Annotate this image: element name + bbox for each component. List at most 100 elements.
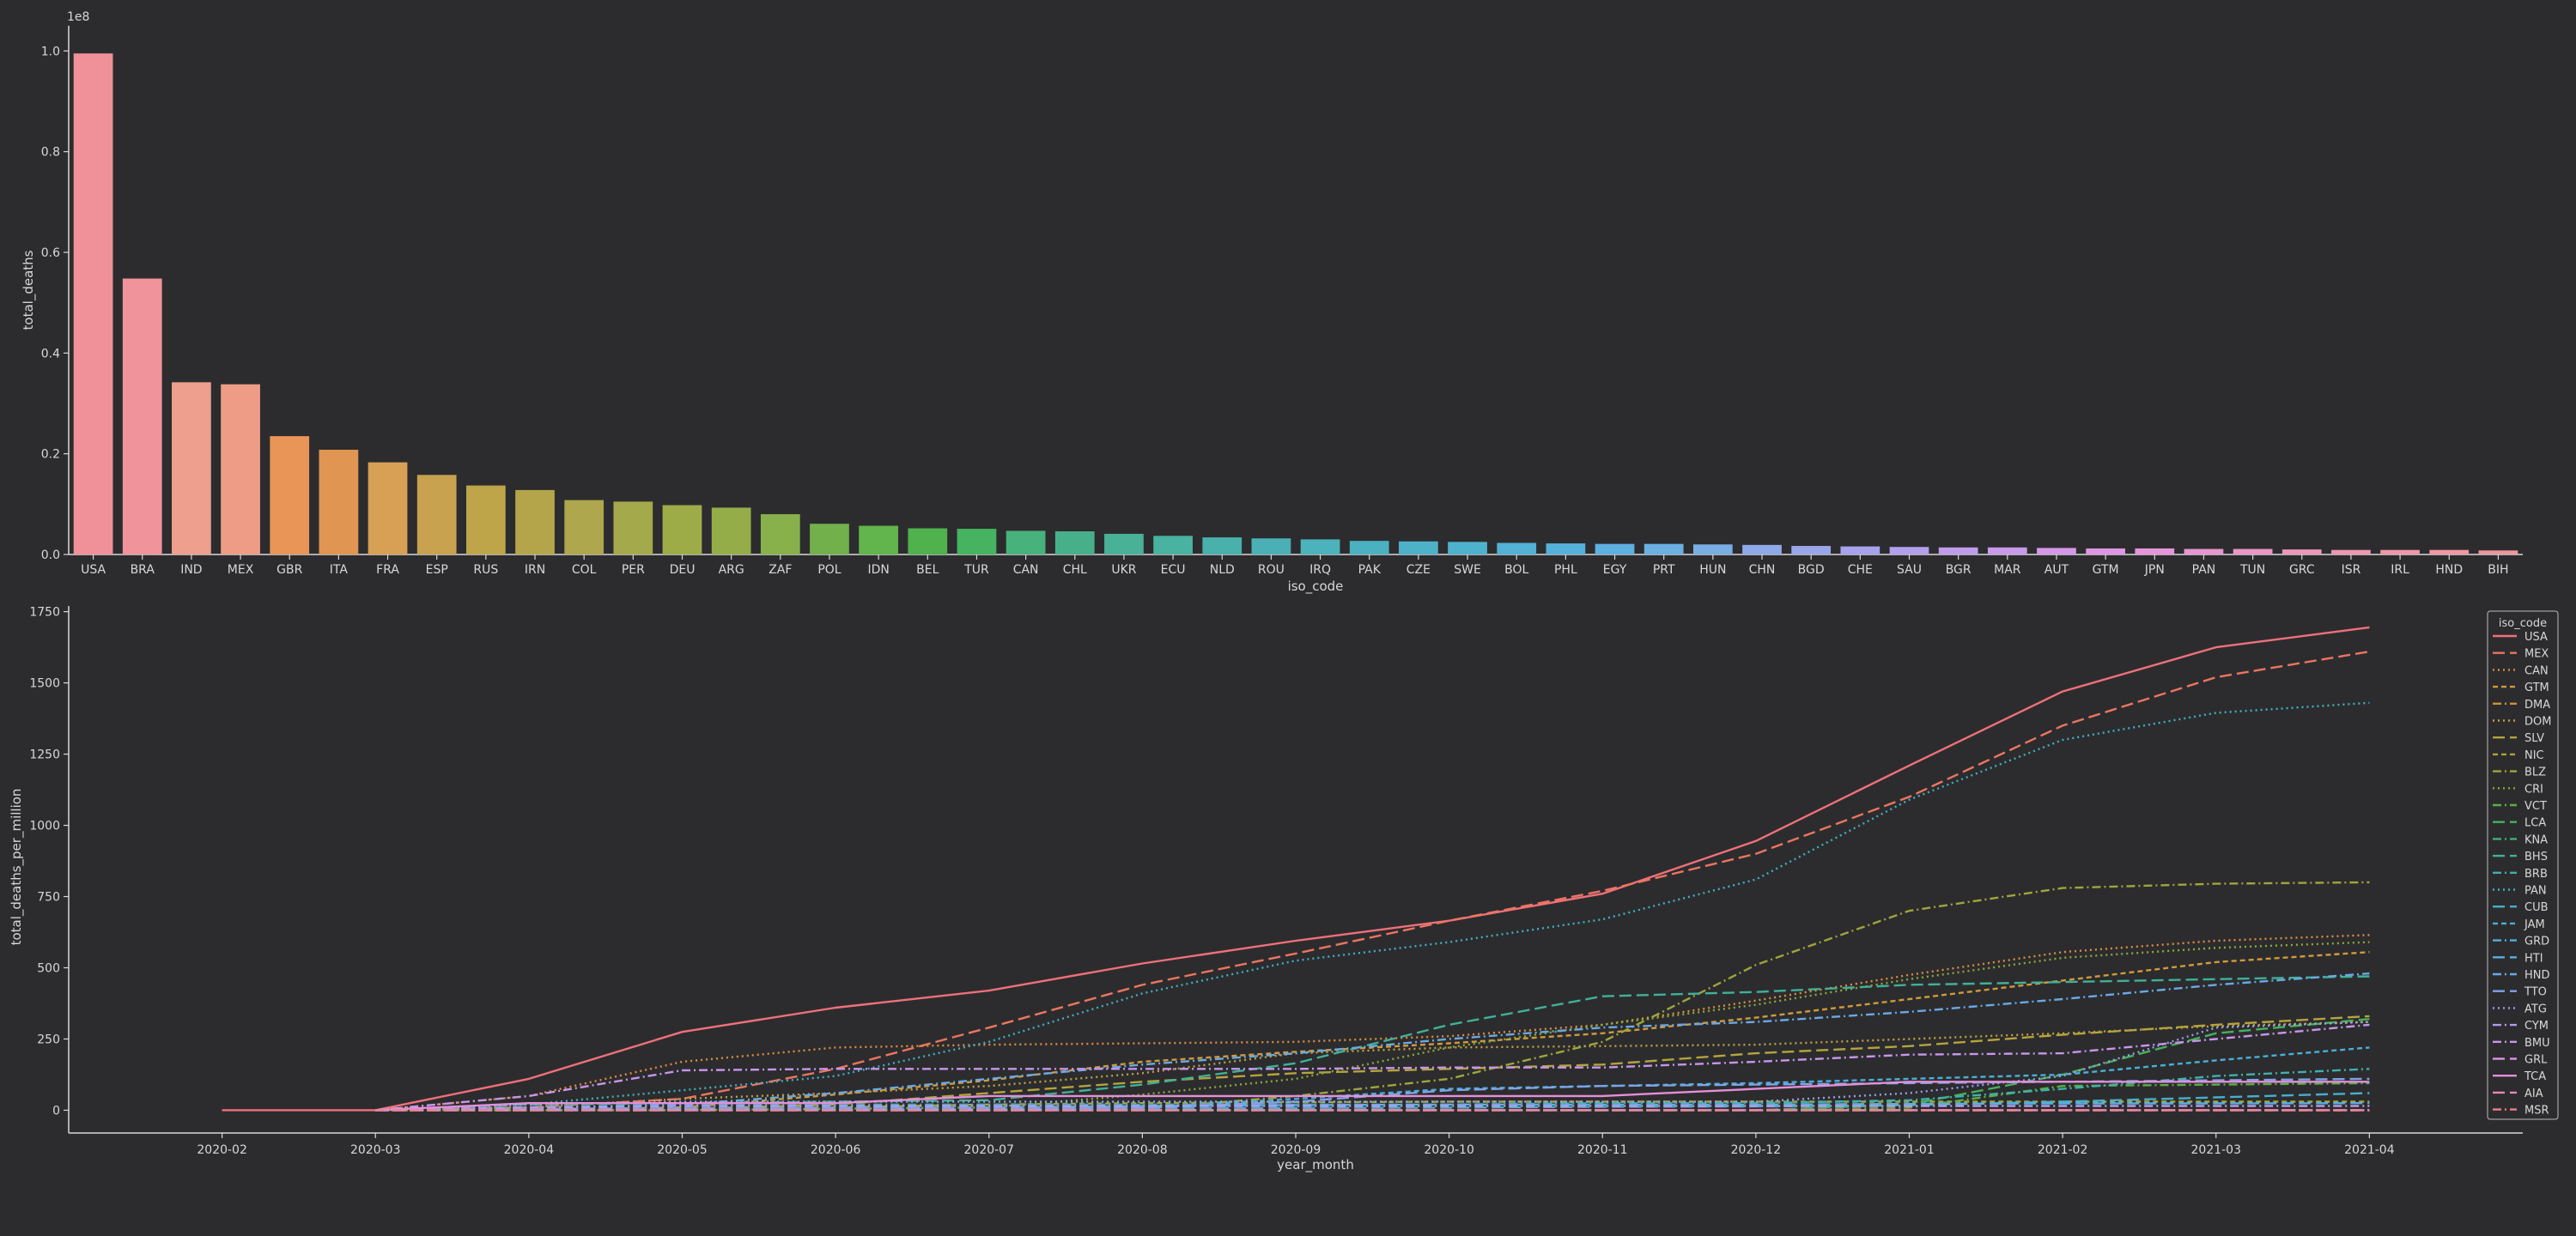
legend-label-TTO: TTO <box>2524 986 2547 999</box>
legend-label-GTM: GTM <box>2524 682 2549 694</box>
line-y-tick-label: 1750 <box>29 606 60 620</box>
legend-label-NIC: NIC <box>2524 749 2544 762</box>
bar-BIH <box>2478 550 2518 554</box>
bar-USA <box>73 53 113 555</box>
bar-x-tick-label: FRA <box>376 563 399 577</box>
line-y-tick-label: 250 <box>37 1033 60 1046</box>
line-x-tick-label: 2020-04 <box>504 1143 555 1157</box>
legend-label-BHS: BHS <box>2524 851 2548 863</box>
series-line-TCA <box>375 1081 2370 1112</box>
bar-MAR <box>1987 547 2027 554</box>
bar-x-tick-label: RUS <box>473 563 498 577</box>
bar-PRT <box>1643 543 1684 554</box>
line-y-tick-label: 750 <box>37 891 60 905</box>
legend-label-CYM: CYM <box>2524 1020 2549 1033</box>
bar-y-offset-text: 1e8 <box>67 10 89 24</box>
bar-RUS <box>465 485 506 554</box>
bar-x-tick-label: BOL <box>1504 563 1528 577</box>
bar-x-tick-label: SWE <box>1454 563 1481 577</box>
bar-x-tick-label: MEX <box>228 563 254 577</box>
bar-y-tick-label: 0.2 <box>41 448 60 462</box>
bar-x-tick-label: PAN <box>2192 563 2216 577</box>
bar-JPN <box>2135 548 2175 554</box>
legend-items: USA MEX CAN GTM DMA DOM SLV NIC BLZ CRI VCT LCA KNA B… <box>2493 631 2551 1118</box>
bar-IRL <box>2380 549 2420 554</box>
bar-y-tick-label: 1.0 <box>41 45 60 58</box>
bar-x-tick-label: BEL <box>916 563 939 577</box>
line-x-tick-label: 2021-04 <box>2344 1143 2395 1157</box>
bar-x-tick-label: ISR <box>2342 563 2361 577</box>
legend-label-GRL: GRL <box>2524 1054 2548 1067</box>
bar-COL <box>564 500 605 554</box>
bar-x-tick-label: BIH <box>2488 563 2508 577</box>
series-line-CAN <box>375 934 2370 1112</box>
bar-x-tick-label: NLD <box>1210 563 1235 577</box>
line-chart: total_deaths_per_million year_month 0 250… <box>9 606 2559 1173</box>
line-x-ticks: 2020-02 2020-03 2020-04 2020-05 2020-06 2020-… <box>197 1133 2395 1157</box>
series-line-BLZ <box>375 881 2370 1112</box>
bar-GRC <box>2281 549 2322 554</box>
legend-label-GRD: GRD <box>2524 936 2549 948</box>
bar-ZAF <box>760 514 800 554</box>
legend-label-PAN: PAN <box>2524 885 2547 898</box>
bar-y-ticks: 0.0 0.2 0.4 0.6 0.8 1.0 <box>41 45 69 562</box>
series-line-GTM <box>375 951 2370 1112</box>
bar-x-tick-label: ECU <box>1161 563 1186 577</box>
line-x-tick-label: 2021-01 <box>1884 1143 1935 1157</box>
line-y-tick-label: 500 <box>37 962 60 976</box>
bar-x-tick-label: IRQ <box>1309 563 1331 577</box>
bar-GTM <box>2086 548 2126 554</box>
legend-label-AIA: AIA <box>2524 1088 2543 1100</box>
bar-BOL <box>1497 542 1537 554</box>
bar-x-tick-label: BGR <box>1946 563 1971 577</box>
bar-x-tick-label: HND <box>2435 563 2463 577</box>
legend-label-VCT: VCT <box>2524 800 2547 813</box>
bar-HND <box>2429 549 2470 554</box>
bar-ROU <box>1251 538 1291 554</box>
line-x-tick-label: 2020-10 <box>1424 1143 1474 1157</box>
bar-CHL <box>1054 531 1095 554</box>
bar-UKR <box>1104 533 1144 554</box>
bar-PER <box>613 501 653 554</box>
line-y-tick-label: 1000 <box>29 820 60 833</box>
bar-x-tick-label: AUT <box>2044 563 2069 577</box>
line-x-tick-label: 2020-07 <box>964 1143 1015 1157</box>
bar-CAN <box>1005 530 1046 554</box>
bar-GBR <box>270 436 310 554</box>
legend-label-USA: USA <box>2524 631 2548 644</box>
legend-label-DMA: DMA <box>2524 699 2550 712</box>
bar-x-tick-label: GTM <box>2093 563 2119 577</box>
bar-x-tick-label: GBR <box>276 563 302 577</box>
bar-x-tick-label: TUR <box>963 563 989 577</box>
bar-CZE <box>1399 541 1438 554</box>
bar-PAK <box>1349 541 1389 554</box>
bar-ISR <box>2331 549 2371 554</box>
bar-x-tick-label: PAK <box>1358 563 1382 577</box>
line-x-tick-label: 2020-02 <box>197 1143 247 1157</box>
bar-x-tick-label: ESP <box>426 563 448 577</box>
bar-SAU <box>1889 547 1929 554</box>
bar-x-ticks: USA BRA IND MEX GBR ITA FRA ESP RUS IRN COL PER DEU A… <box>81 554 2509 577</box>
bar-x-tick-label: TUN <box>2239 563 2265 577</box>
line-x-tick-label: 2020-09 <box>1271 1143 1321 1157</box>
bar-AUT <box>2037 548 2076 554</box>
bar-SWE <box>1448 542 1487 554</box>
legend-label-JAM: JAM <box>2524 918 2545 931</box>
line-x-tick-label: 2020-08 <box>1117 1143 1168 1157</box>
bar-MEX <box>221 384 260 554</box>
bar-x-axis-label: iso_code <box>1288 579 1344 595</box>
bar-y-tick-label: 0.0 <box>41 548 60 562</box>
bar-x-tick-label: ROU <box>1258 563 1285 577</box>
legend-label-BRB: BRB <box>2524 868 2548 881</box>
bar-TUN <box>2233 548 2273 554</box>
bar-BRA <box>122 278 162 554</box>
bar-x-tick-label: UKR <box>1111 563 1136 577</box>
line-x-tick-label: 2021-02 <box>2038 1143 2088 1157</box>
line-x-tick-label: 2020-03 <box>350 1143 401 1157</box>
series-line-HND <box>375 972 2370 1112</box>
bar-TUR <box>957 529 997 554</box>
legend-label-ATG: ATG <box>2524 1003 2547 1015</box>
bar-x-tick-label: GRC <box>2289 563 2315 577</box>
bar-x-tick-label: CZE <box>1406 563 1431 577</box>
